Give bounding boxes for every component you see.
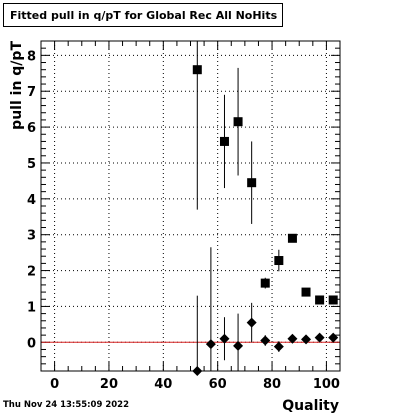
y-tick-label: 4 [27,193,36,208]
data-point-diamond [314,332,325,343]
x-tick-label: 80 [263,377,281,392]
data-point-diamond [219,333,230,344]
data-point-square [192,65,202,75]
data-point-square [315,295,325,305]
data-point-square [301,287,311,297]
x-tick-label: 100 [313,377,340,392]
data-point-diamond [287,333,298,344]
y-tick-label: 8 [27,49,36,64]
y-tick-label: 1 [27,300,36,315]
plot-frame [40,40,341,372]
plot-area [41,41,340,371]
y-tick-label: 7 [27,85,36,100]
data-point-square [287,233,297,243]
data-point-square [247,178,257,188]
y-tick-label: 2 [27,265,36,280]
data-point-diamond [246,317,257,328]
data-point-square [219,136,229,146]
y-axis-label: pull in q/pT [9,41,25,130]
chart-title: Fitted pull in q/pT for Global Rec All N… [3,3,283,27]
x-tick-label: 60 [209,377,227,392]
timestamp: Thu Nov 24 13:55:09 2022 [3,400,130,410]
y-tick-label: 3 [27,229,36,244]
chart-title-text: Fitted pull in q/pT for Global Rec All N… [10,8,278,22]
y-tick-label: 6 [27,121,36,136]
data-point-diamond [328,332,339,343]
x-tick-label: 20 [100,377,118,392]
x-tick-label: 0 [50,377,59,392]
data-point-diamond [301,334,312,345]
data-point-square [260,278,270,288]
x-tick-label: 40 [154,377,172,392]
data-point-diamond [205,339,216,350]
x-axis-label: Quality [282,398,339,414]
data-point-diamond [233,340,244,351]
data-point-diamond [260,335,271,346]
data-point-diamond [273,341,284,352]
y-tick-label: 5 [27,157,36,172]
y-tick-label: 0 [27,336,36,351]
data-point-square [233,117,243,127]
data-point-square [328,295,338,305]
data-point-square [274,256,284,266]
